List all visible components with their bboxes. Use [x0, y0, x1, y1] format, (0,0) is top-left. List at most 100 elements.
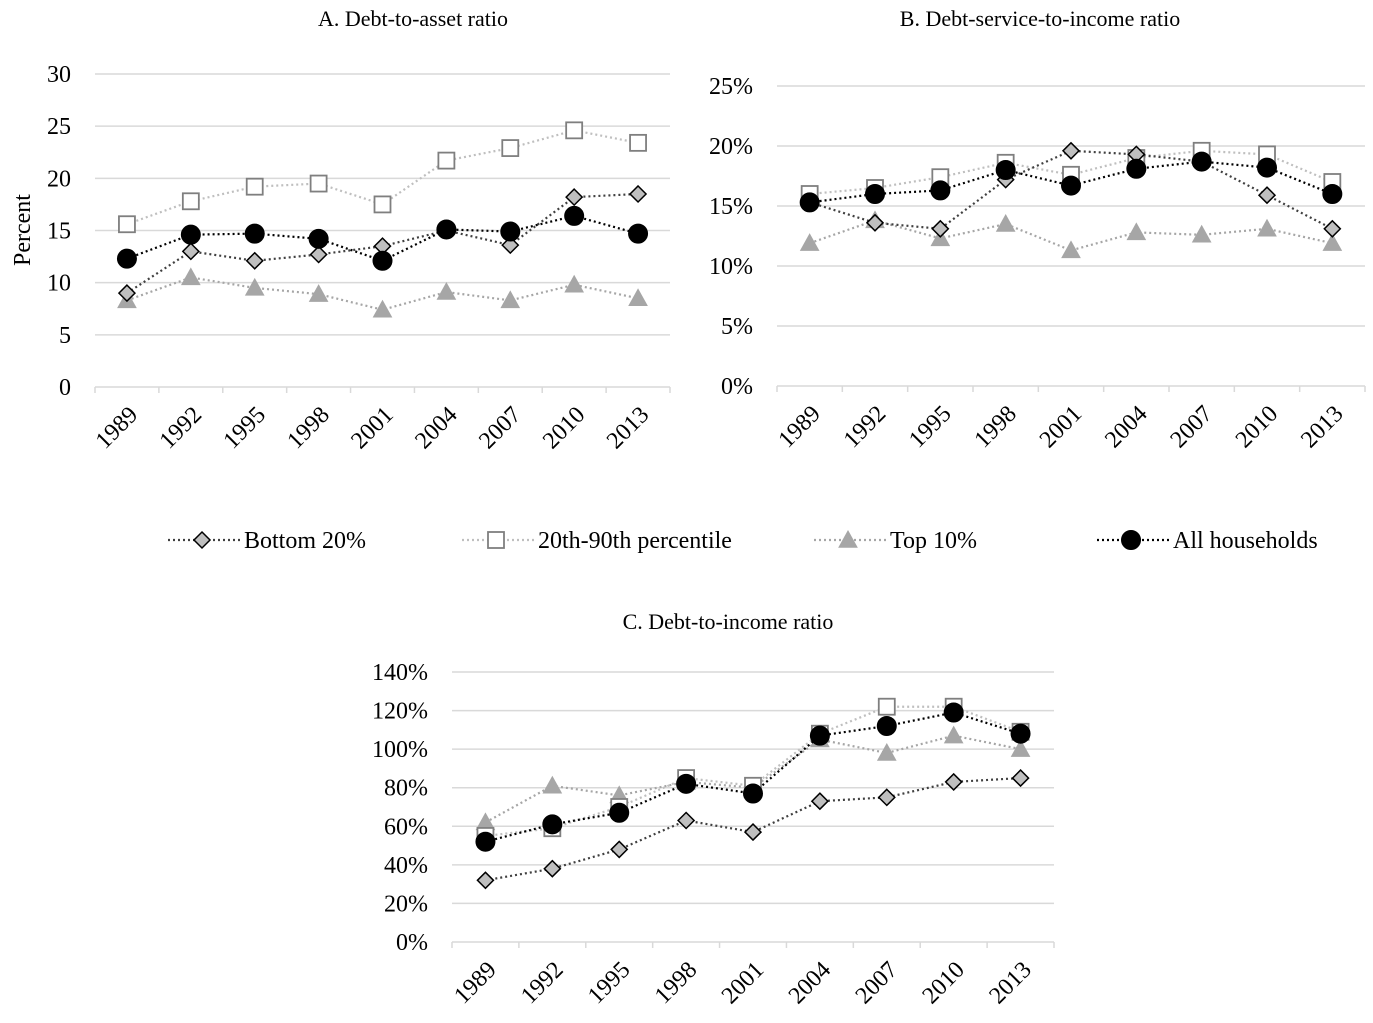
y-tick-label: 20% [384, 891, 428, 917]
data-point [118, 215, 136, 234]
legend-item-bottom: Bottom 20% [168, 528, 366, 554]
data-point [743, 823, 763, 842]
data-point [1323, 219, 1342, 238]
data-point [799, 233, 820, 251]
legend: Bottom 20% 20th-90th percentile Top 10% All… [168, 528, 1318, 554]
x-tick-label: 2001 [346, 402, 398, 454]
x-tick-label: 2013 [984, 957, 1036, 1009]
panel-title: C. Debt-to-income ratio [623, 609, 834, 634]
x-tick-label: 1992 [516, 957, 568, 1009]
x-tick-label: 2007 [474, 402, 526, 454]
data-point [1322, 233, 1343, 251]
data-point [308, 228, 329, 249]
data-point [309, 174, 328, 193]
data-point [500, 221, 521, 242]
data-point [943, 725, 964, 744]
x-tick-label: 2001 [1035, 401, 1087, 453]
data-point [542, 775, 563, 794]
legend-item-top: Top 10% [814, 528, 977, 554]
x-tick-label: 1989 [449, 957, 501, 1009]
data-point [564, 274, 585, 293]
series-line [809, 149, 1333, 230]
data-point [930, 180, 951, 201]
data-point [372, 250, 393, 271]
data-point [1010, 739, 1031, 757]
x-tick-label: 2013 [602, 402, 654, 454]
data-point [629, 133, 647, 152]
data-point [628, 184, 648, 204]
data-point [543, 859, 562, 878]
series-line [485, 711, 1021, 843]
series-line [485, 776, 1021, 882]
series-line [126, 129, 639, 226]
data-point [1126, 222, 1147, 241]
y-tick-label: 80% [384, 776, 428, 802]
data-point [876, 716, 897, 736]
y-tick-label: 0 [59, 375, 71, 401]
legend-marker [838, 529, 858, 548]
y-tick-label: 5% [721, 314, 753, 340]
data-point [372, 299, 393, 318]
x-tick-label: 1992 [839, 401, 891, 453]
x-tick-label: 2004 [410, 402, 462, 454]
data-point [876, 742, 897, 761]
legend-marker [192, 530, 212, 550]
data-point [117, 284, 137, 303]
series-line [809, 219, 1333, 252]
y-tick-label: 15 [47, 219, 71, 245]
data-point [565, 188, 584, 207]
data-point [995, 160, 1016, 180]
panel-b-debt-service-to-income: B. Debt-service-to-income ratio 0% 5% 10% 15… [709, 6, 1366, 453]
series-all [475, 702, 1031, 852]
data-point [1257, 186, 1277, 205]
data-point [476, 871, 495, 890]
data-point [501, 236, 520, 255]
data-point [436, 219, 457, 240]
x-tick-label: 2013 [1296, 401, 1348, 453]
legend-label: Top 10% [890, 528, 977, 554]
y-axis-label: Percent [10, 194, 36, 266]
series-mid [118, 121, 647, 234]
data-point [180, 224, 201, 245]
x-tick-label: 1989 [774, 401, 826, 453]
y-tick-label: 10% [709, 254, 753, 280]
data-point [1010, 723, 1031, 744]
y-tick-label: 20% [709, 134, 753, 160]
x-tick-label: 2004 [1100, 401, 1152, 453]
y-tick-label: 5 [59, 323, 71, 349]
data-point [628, 223, 649, 244]
y-tick-label: 25% [709, 74, 753, 100]
x-tick-label: 2010 [1231, 401, 1283, 453]
data-point [500, 290, 521, 309]
data-point [877, 788, 896, 807]
data-point [1061, 175, 1081, 196]
data-point [1126, 158, 1147, 179]
x-tick-label: 2007 [851, 957, 903, 1009]
data-point [181, 192, 200, 211]
x-tick-label: 1989 [91, 402, 143, 454]
data-point [244, 223, 265, 244]
data-point [475, 831, 496, 852]
data-point [944, 772, 963, 791]
x-tick-label: 1995 [219, 402, 271, 454]
x-tick-label: 1992 [155, 402, 207, 454]
legend-label: Bottom 20% [244, 528, 366, 554]
data-point [501, 139, 520, 157]
y-tick-label: 20 [47, 166, 71, 192]
data-point [931, 219, 950, 238]
data-point [865, 184, 885, 204]
data-point [565, 121, 584, 140]
data-point [180, 267, 201, 286]
data-point [995, 213, 1016, 232]
y-tick-label: 140% [372, 660, 428, 686]
data-point [743, 783, 763, 804]
series-all [799, 151, 1343, 213]
data-point [799, 192, 820, 213]
data-point [245, 251, 264, 270]
data-point [564, 205, 585, 226]
data-point [1257, 218, 1277, 237]
y-tick-label: 0% [396, 930, 428, 956]
data-point [1061, 141, 1081, 160]
y-tick-label: 60% [384, 814, 428, 840]
